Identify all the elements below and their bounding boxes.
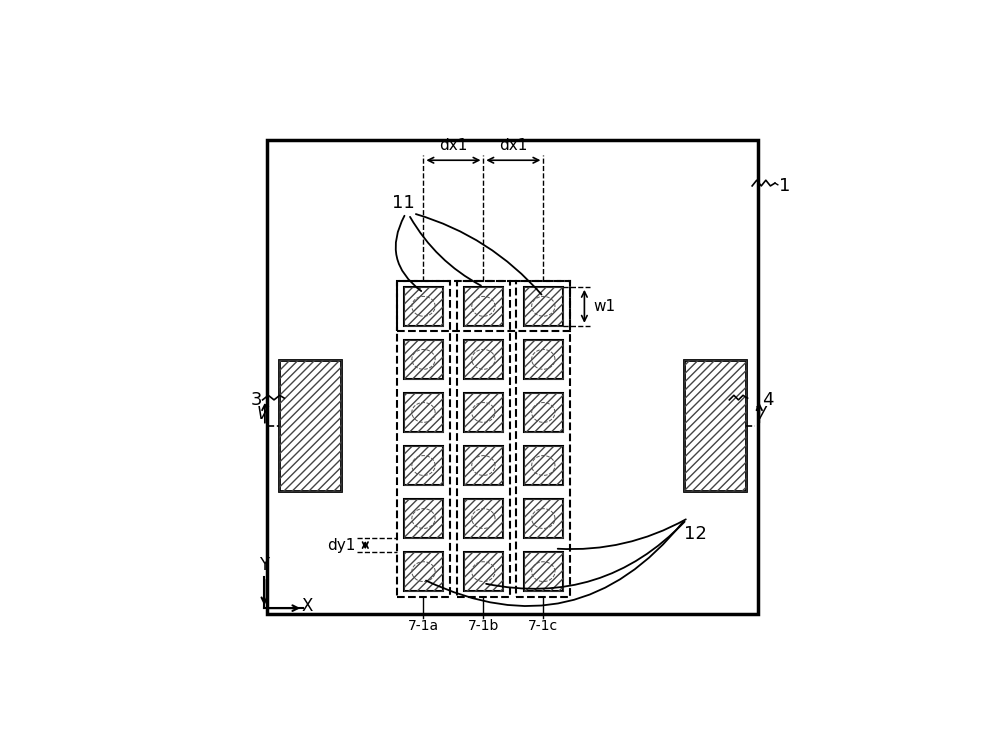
Bar	[404, 340, 443, 379]
Bar	[684, 360, 746, 491]
Text: 1: 1	[779, 177, 790, 195]
Bar	[524, 393, 563, 432]
Bar	[464, 340, 503, 379]
Bar	[404, 499, 443, 538]
Bar	[464, 552, 503, 591]
Bar	[279, 360, 341, 491]
Text: w1: w1	[593, 299, 615, 313]
Bar	[464, 340, 503, 379]
Bar	[279, 360, 341, 491]
Text: X: X	[301, 597, 313, 616]
Bar	[404, 552, 443, 591]
Bar	[524, 287, 563, 326]
Bar	[516, 281, 570, 597]
Text: dy1: dy1	[327, 537, 355, 553]
Bar	[397, 281, 570, 331]
Bar	[524, 446, 563, 485]
Bar	[524, 287, 563, 326]
Bar	[404, 340, 443, 379]
Bar	[524, 393, 563, 432]
Bar	[464, 499, 503, 538]
Bar	[404, 287, 443, 326]
Text: 11: 11	[392, 194, 414, 212]
Bar	[404, 552, 443, 591]
Text: dx1: dx1	[499, 139, 528, 153]
Bar	[524, 446, 563, 485]
Bar	[404, 393, 443, 432]
Bar	[464, 287, 503, 326]
Bar	[524, 499, 563, 538]
Bar	[404, 446, 443, 485]
Bar	[464, 552, 503, 591]
Bar	[404, 287, 443, 326]
Text: 4: 4	[762, 391, 774, 409]
Text: 12: 12	[684, 525, 707, 543]
Bar	[524, 340, 563, 379]
Bar	[464, 393, 503, 432]
Bar	[524, 499, 563, 538]
Bar	[457, 281, 510, 597]
Bar	[404, 446, 443, 485]
Bar	[397, 281, 450, 597]
Bar	[524, 340, 563, 379]
Bar	[464, 446, 503, 485]
Text: V: V	[755, 405, 766, 422]
Text: Y: Y	[259, 556, 269, 574]
Bar	[524, 552, 563, 591]
Bar	[267, 140, 758, 614]
Text: 7-1c: 7-1c	[528, 619, 558, 634]
Bar	[464, 287, 503, 326]
Bar	[464, 446, 503, 485]
Bar	[404, 499, 443, 538]
Bar	[404, 393, 443, 432]
Bar	[464, 499, 503, 538]
Bar	[524, 552, 563, 591]
Bar	[464, 393, 503, 432]
Text: dx1: dx1	[439, 139, 468, 153]
Text: 7-1b: 7-1b	[468, 619, 499, 634]
Text: V: V	[257, 405, 268, 422]
Bar	[684, 360, 746, 491]
Text: 7-1a: 7-1a	[408, 619, 439, 634]
Text: 3: 3	[251, 391, 263, 409]
